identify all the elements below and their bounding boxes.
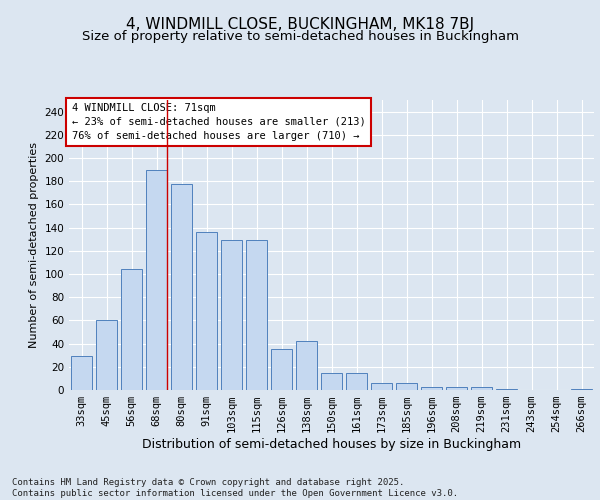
Bar <box>71 356 92 390</box>
Bar <box>96 320 117 390</box>
Bar <box>121 270 142 390</box>
Text: 4 WINDMILL CLOSE: 71sqm
← 23% of semi-detached houses are smaller (213)
76% of s: 4 WINDMILL CLOSE: 71sqm ← 23% of semi-de… <box>71 103 365 141</box>
Bar <box>396 383 417 390</box>
Bar <box>371 383 392 390</box>
Bar <box>246 240 267 390</box>
Bar <box>471 386 492 390</box>
Bar <box>296 342 317 390</box>
Bar <box>146 170 167 390</box>
Bar <box>321 372 342 390</box>
X-axis label: Distribution of semi-detached houses by size in Buckingham: Distribution of semi-detached houses by … <box>142 438 521 451</box>
Bar <box>221 240 242 390</box>
Y-axis label: Number of semi-detached properties: Number of semi-detached properties <box>29 142 39 348</box>
Bar <box>271 350 292 390</box>
Bar <box>346 372 367 390</box>
Text: Size of property relative to semi-detached houses in Buckingham: Size of property relative to semi-detach… <box>82 30 518 43</box>
Bar <box>196 232 217 390</box>
Bar <box>171 184 192 390</box>
Text: 4, WINDMILL CLOSE, BUCKINGHAM, MK18 7BJ: 4, WINDMILL CLOSE, BUCKINGHAM, MK18 7BJ <box>126 18 474 32</box>
Bar <box>571 389 592 390</box>
Bar <box>421 386 442 390</box>
Text: Contains HM Land Registry data © Crown copyright and database right 2025.
Contai: Contains HM Land Registry data © Crown c… <box>12 478 458 498</box>
Bar <box>446 386 467 390</box>
Bar <box>496 389 517 390</box>
